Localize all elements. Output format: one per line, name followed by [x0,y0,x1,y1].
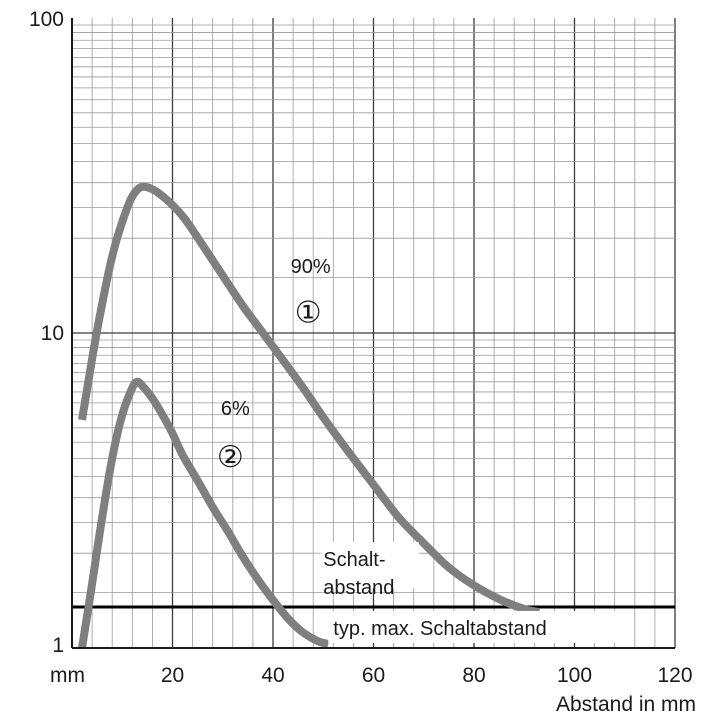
x-unit-label: mm [50,664,85,687]
x-tick-label: 20 [161,664,184,687]
x-tick-label: 40 [261,664,284,687]
reference-label-background [328,610,620,643]
series-label-6: 6% [221,398,250,420]
y-tick-label: 10 [41,322,64,345]
y-tick-label: 100 [29,8,64,31]
x-tick-label: 60 [362,664,385,687]
y-tick-label: 1 [52,634,64,657]
reference-label: typ. max. Schaltabstand [333,618,546,640]
x-tick-label: 120 [657,664,692,687]
x-tick-label: 100 [557,664,592,687]
x-tick-label: 80 [462,664,485,687]
plot-frame [71,18,675,649]
annotation-background [320,542,419,589]
series-label-90: 90% [291,256,331,278]
series-marker-6: ② [217,441,244,474]
annotation-text: abstand [323,577,394,599]
series-line-6 [78,377,330,649]
series [78,182,541,649]
x-axis-title: Abstand in mm [556,693,696,716]
annotation-text: Schalt- [323,549,385,571]
series-marker-90: ① [295,296,322,329]
series-line-90 [78,182,541,617]
labels: 1 10 100 mm 20 40 60 80 100 120 Abstand in mm 90% ① 6… [29,8,696,716]
